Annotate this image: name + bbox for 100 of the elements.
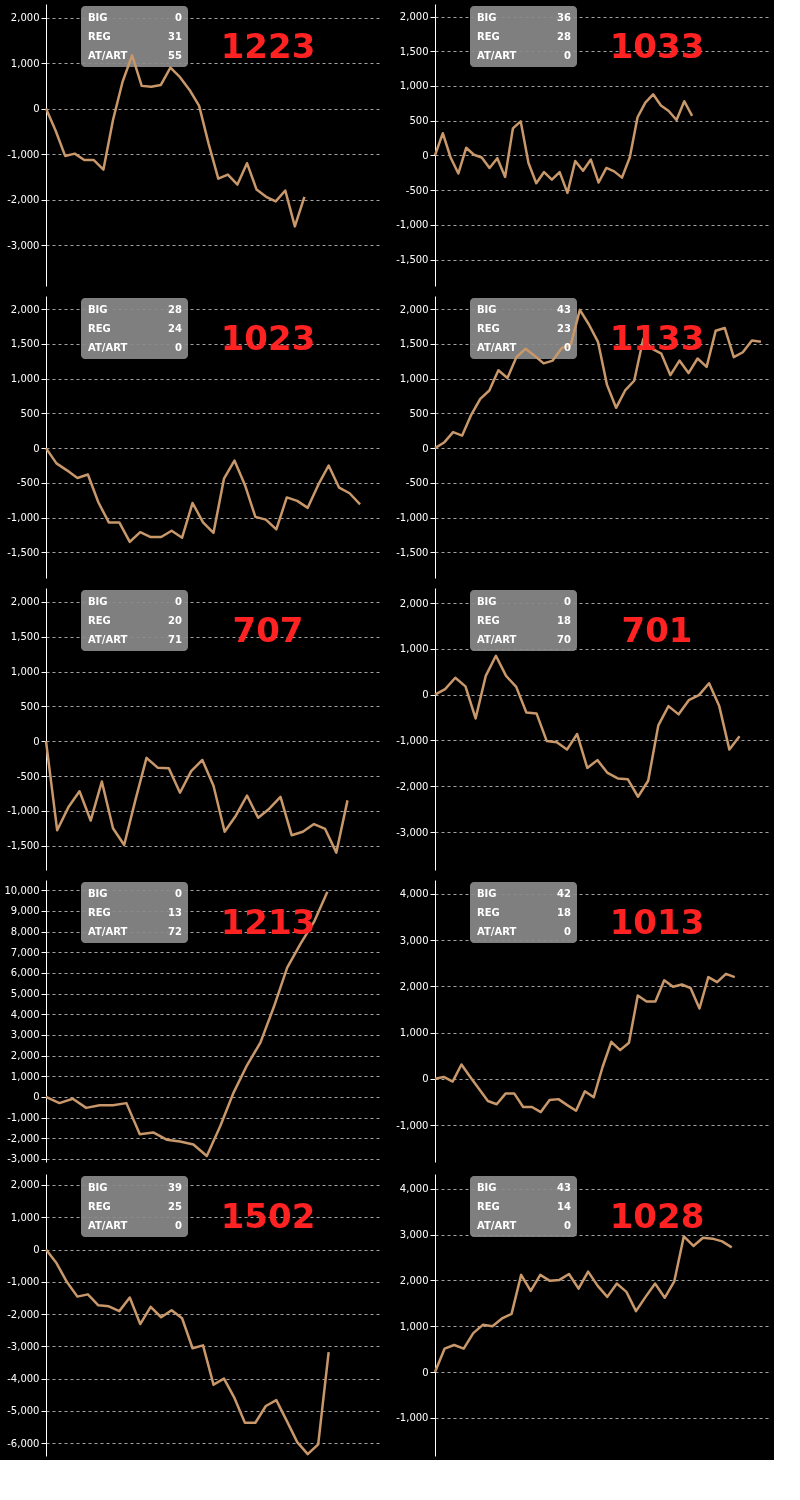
text: 1013 [609, 902, 705, 942]
annotation: AT/ART [88, 634, 128, 645]
y-tick-label: 500 [409, 115, 429, 127]
y-tick-label: 2,000 [10, 12, 40, 24]
y-tick-label: -2,000 [7, 1308, 40, 1320]
line-series [44, 446, 362, 544]
annotation: AT/ART [88, 1220, 128, 1231]
line-series [44, 1248, 330, 1456]
y-tick-label: 1,000 [10, 373, 40, 385]
annotation: 0 [175, 12, 183, 23]
annotation: REG [477, 323, 500, 334]
y-tick-label: 2,000 [399, 1274, 429, 1286]
y-tick-label: 1,500 [399, 45, 429, 57]
y-tick-label: 1,000 [399, 373, 429, 385]
y-tick-label: 1,000 [399, 1027, 429, 1039]
text: 1502 [220, 1196, 316, 1236]
annotation: 0 [564, 50, 572, 61]
annotation: 55 [168, 50, 183, 61]
text: 1023 [220, 318, 316, 358]
y-tick-label: -1,500 [7, 840, 40, 852]
annotation: 0 [564, 596, 572, 607]
y-tick-label: 0 [422, 689, 429, 701]
y-tick-label: 7,000 [10, 946, 40, 958]
y-tick-label: 0 [33, 442, 40, 454]
annotation: REG [477, 907, 500, 918]
annotation: REG [477, 1201, 500, 1212]
annotation: REG [477, 615, 500, 626]
y-tick-label: 1,000 [399, 643, 429, 655]
y-tick-label: -3,000 [7, 1153, 40, 1165]
y-tick-label: 2,000 [10, 303, 40, 315]
y-tick-label: 0 [33, 735, 40, 747]
y-tick-label: 2,000 [10, 1179, 40, 1191]
y-tick-label: 8,000 [10, 926, 40, 938]
annotation: BIG [88, 304, 108, 315]
text: 1028 [609, 1196, 705, 1236]
y-tick-label: 2,000 [399, 11, 429, 22]
annotation: BIG [477, 596, 497, 607]
y-tick-label: 1,000 [10, 1211, 40, 1223]
y-tick-label: -1,000 [396, 1119, 429, 1131]
line-series [433, 1235, 733, 1374]
y-tick-label: 500 [409, 407, 429, 419]
y-tick-label: -6,000 [7, 1437, 40, 1449]
y-tick-label: -500 [16, 770, 40, 782]
annotation: 0 [175, 596, 183, 607]
text: 1213 [220, 902, 316, 942]
y-tick-label: 1,500 [399, 338, 429, 350]
y-tick-label: -2,000 [396, 780, 429, 792]
annotation: BIG [477, 304, 497, 315]
text: 707 [232, 610, 304, 650]
annotation: AT/ART [477, 342, 517, 353]
y-tick-label: -2,000 [7, 194, 40, 206]
annotation: AT/ART [477, 1220, 517, 1231]
y-tick-label: -1,000 [7, 512, 40, 524]
y-tick-label: 3,000 [10, 1029, 40, 1041]
y-tick-label: 2,000 [399, 980, 429, 992]
y-tick-label: -500 [405, 477, 429, 489]
y-tick-label: 4,000 [10, 1008, 40, 1020]
y-tick-label: -4,000 [7, 1373, 40, 1385]
y-tick-label: 0 [33, 1091, 40, 1103]
annotation: 70 [557, 634, 572, 645]
annotation: REG [88, 615, 111, 626]
y-tick-label: -1,000 [7, 1112, 40, 1124]
annotation: 18 [557, 615, 572, 626]
y-tick-label: 1,000 [10, 1070, 40, 1082]
annotation: 0 [175, 888, 183, 899]
annotation: REG [477, 31, 500, 42]
text: 701 [621, 610, 693, 650]
annotation: 0 [564, 926, 572, 937]
y-tick-label: 1,000 [10, 666, 40, 678]
annotation: 43 [557, 1182, 572, 1193]
annotation: 42 [557, 888, 572, 899]
annotation: AT/ART [88, 926, 128, 937]
y-tick-label: 0 [422, 149, 429, 161]
y-tick-label: 6,000 [10, 967, 40, 979]
annotation: AT/ART [88, 342, 128, 353]
annotation: 71 [168, 634, 183, 645]
y-tick-label: 0 [33, 1244, 40, 1255]
y-tick-label: 10,000 [4, 884, 40, 896]
annotation: 31 [168, 31, 183, 42]
annotation: 28 [557, 31, 572, 42]
annotation: BIG [88, 888, 108, 899]
y-tick-label: 3,000 [399, 934, 429, 946]
y-tick-label: 500 [20, 407, 40, 419]
annotation: 25 [168, 1201, 183, 1212]
line-series [44, 739, 349, 854]
annotation: REG [88, 907, 111, 918]
y-tick-label: -2,000 [7, 1132, 40, 1144]
annotation: 20 [168, 615, 183, 626]
y-tick-label: 0 [422, 442, 429, 454]
y-tick-label: 1,000 [399, 80, 429, 92]
y-tick-label: -500 [405, 184, 429, 196]
y-tick-label: -1,500 [7, 546, 40, 558]
y-tick-label: -5,000 [7, 1405, 40, 1417]
annotation: 24 [168, 323, 183, 334]
y-tick-label: -500 [16, 477, 40, 489]
annotation: BIG [88, 596, 108, 607]
y-tick-label: -1,000 [396, 1412, 429, 1424]
annotation: 0 [564, 1220, 572, 1231]
annotation: 13 [168, 907, 183, 918]
annotation: AT/ART [477, 634, 517, 645]
